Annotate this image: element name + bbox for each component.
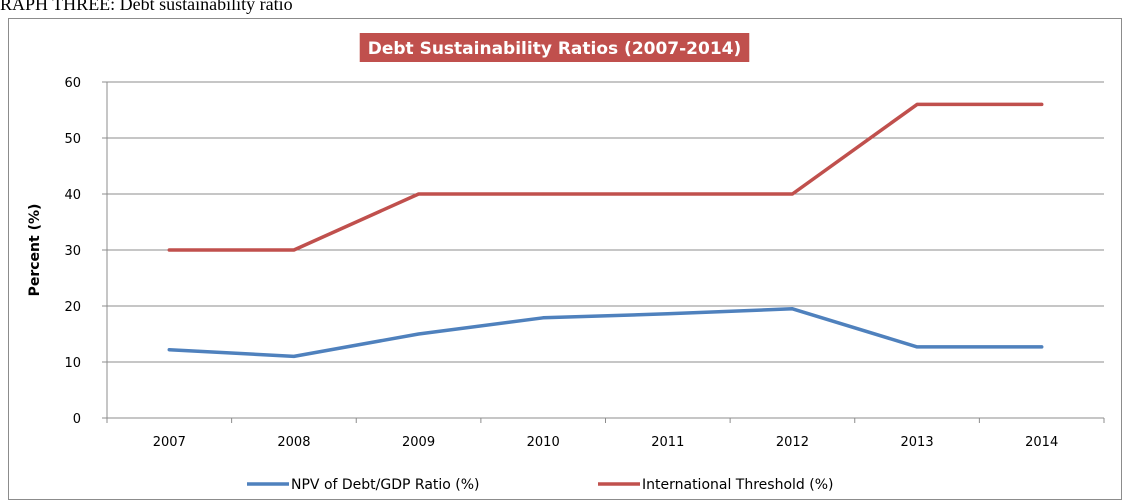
y-tick-label: 60 [64, 76, 81, 91]
axes [102, 81, 1105, 423]
x-tick-label: 2009 [402, 435, 435, 450]
y-tick-label: 40 [64, 188, 81, 203]
data-point [915, 345, 919, 349]
data-point [541, 192, 545, 196]
legend-label-0: NPV of Debt/GDP Ratio (%) [291, 477, 480, 493]
data-point [167, 248, 171, 252]
data-point [1040, 102, 1044, 106]
legend: NPV of Debt/GDP Ratio (%) International T… [247, 477, 833, 493]
y-tick-label: 50 [64, 132, 81, 147]
series-line-1 [167, 102, 1044, 252]
x-tick-label: 2008 [277, 435, 310, 450]
y-axis-title: Percent (%) [27, 204, 43, 297]
data-point [541, 316, 545, 320]
data-point [790, 307, 794, 311]
data-point [292, 354, 296, 358]
data-point [666, 312, 670, 316]
data-point [790, 192, 794, 196]
data-point [417, 332, 421, 336]
figure-caption: RAPH THREE: Debt sustainability ratio [0, 0, 293, 14]
x-tick-label: 2011 [651, 435, 684, 450]
legend-label-1: International Threshold (%) [642, 477, 833, 493]
data-point [1040, 345, 1044, 349]
data-point [915, 102, 919, 106]
series-line-0 [167, 307, 1044, 359]
y-tick-label: 0 [73, 412, 81, 427]
chart-title-background [359, 33, 750, 62]
series-lines [167, 102, 1044, 359]
x-tick-label: 2014 [1025, 435, 1058, 450]
gridlines [107, 81, 1104, 363]
chart-title-group: Debt Sustainability Ratios (2007-2014) [359, 33, 750, 62]
x-tick-label: 2013 [901, 435, 934, 450]
y-tick-label: 10 [64, 356, 81, 371]
chart-frame [8, 18, 1122, 500]
x-tick-label: 2007 [153, 435, 186, 450]
chart-title: Debt Sustainability Ratios (2007-2014) [368, 39, 742, 59]
x-tick-label: 2012 [776, 435, 809, 450]
tick-labels: 0 10 20 30 40 50 60 2007 2008 2009 2010 2011 2012 201… [64, 76, 1058, 450]
data-point [167, 348, 171, 352]
data-point [292, 248, 296, 252]
data-point [417, 192, 421, 196]
y-tick-label: 30 [64, 244, 81, 259]
x-tick-label: 2010 [527, 435, 560, 450]
data-point [666, 192, 670, 196]
y-tick-label: 20 [64, 300, 81, 315]
